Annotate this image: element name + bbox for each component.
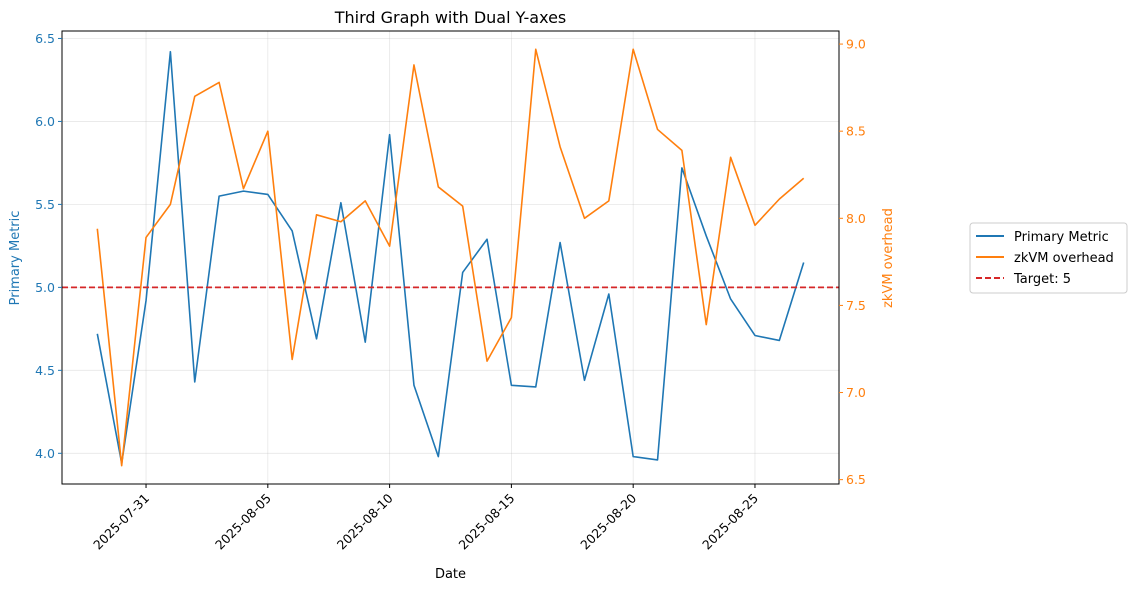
left-axis-label: Primary Metric [8, 211, 23, 306]
x-tick-label: 2025-07-31 [90, 491, 152, 553]
x-tick-label: 2025-08-25 [699, 491, 761, 553]
right-y-tick-label: 6.5 [846, 472, 866, 487]
legend-box [969, 222, 1128, 294]
legend-label-primary-metric: Primary Metric [1014, 230, 1109, 245]
left-axis: 4.0 4.5 5.0 5.5 6.0 6.5 [35, 31, 62, 461]
x-tick-label: 2025-08-05 [212, 491, 274, 553]
legend-label-zkvm-overhead: zkVM overhead [1014, 251, 1114, 266]
plot-frame [61, 30, 840, 485]
left-y-tick-label: 5.0 [35, 280, 55, 295]
left-y-tick-label: 4.5 [35, 363, 55, 378]
right-y-tick-label: 7.0 [846, 385, 866, 400]
x-tick-label: 2025-08-20 [577, 490, 639, 552]
right-axis-label: zkVM overhead [881, 208, 896, 308]
left-y-tick-label: 6.5 [35, 31, 55, 46]
x-axis: 2025-07-31 2025-08-05 2025-08-10 2025-08-15… [90, 484, 761, 552]
x-tick-label: 2025-08-10 [334, 490, 396, 552]
series-layer [62, 48, 839, 467]
right-y-tick-label: 8.5 [846, 124, 866, 139]
right-y-tick-label: 7.5 [846, 298, 866, 313]
legend-label-target: Target: 5 [1013, 272, 1071, 287]
left-y-tick-label: 4.0 [35, 446, 55, 461]
right-axis: 6.5 7.0 7.5 8.0 8.5 9.0 [839, 37, 866, 487]
left-y-tick-label: 6.0 [35, 114, 55, 129]
right-y-tick-label: 9.0 [846, 37, 866, 52]
right-y-tick-label: 8.0 [846, 211, 866, 226]
plot-area [62, 31, 839, 484]
x-axis-label: Date [435, 567, 466, 582]
chart-title: Third Graph with Dual Y-axes [334, 8, 567, 27]
series-line-zkvm-overhead [96, 48, 805, 467]
x-tick-label: 2025-08-15 [456, 491, 518, 553]
left-y-tick-label: 5.5 [35, 197, 55, 212]
legend: Primary Metric zkVM overhead Target: 5 [969, 222, 1128, 294]
